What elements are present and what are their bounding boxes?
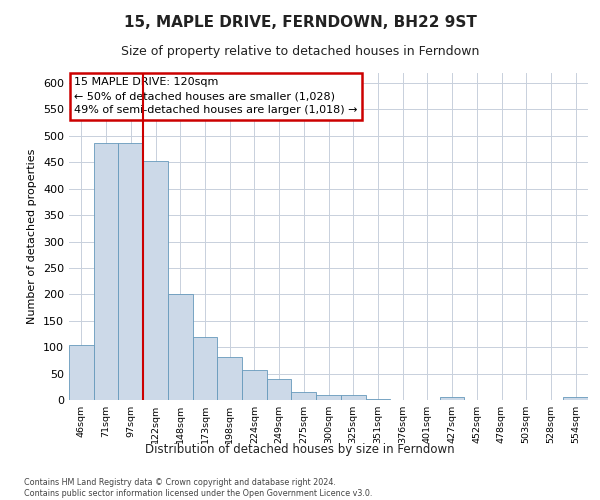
Text: Distribution of detached houses by size in Ferndown: Distribution of detached houses by size … <box>145 442 455 456</box>
Bar <box>341 394 365 400</box>
Bar <box>217 356 242 400</box>
Bar <box>563 397 588 400</box>
Bar <box>440 398 464 400</box>
Bar <box>168 294 193 400</box>
Text: Contains HM Land Registry data © Crown copyright and database right 2024.
Contai: Contains HM Land Registry data © Crown c… <box>24 478 373 498</box>
Bar <box>193 336 217 400</box>
Text: 15 MAPLE DRIVE: 120sqm
← 50% of detached houses are smaller (1,028)
49% of semi-: 15 MAPLE DRIVE: 120sqm ← 50% of detached… <box>74 78 358 116</box>
Bar <box>365 399 390 400</box>
Bar <box>267 379 292 400</box>
Bar <box>94 143 118 400</box>
Text: Size of property relative to detached houses in Ferndown: Size of property relative to detached ho… <box>121 45 479 58</box>
Bar <box>69 345 94 400</box>
Bar <box>316 395 341 400</box>
Bar <box>118 143 143 400</box>
Bar <box>292 392 316 400</box>
Y-axis label: Number of detached properties: Number of detached properties <box>28 148 37 324</box>
Text: 15, MAPLE DRIVE, FERNDOWN, BH22 9ST: 15, MAPLE DRIVE, FERNDOWN, BH22 9ST <box>124 15 476 30</box>
Bar <box>143 161 168 400</box>
Bar <box>242 370 267 400</box>
